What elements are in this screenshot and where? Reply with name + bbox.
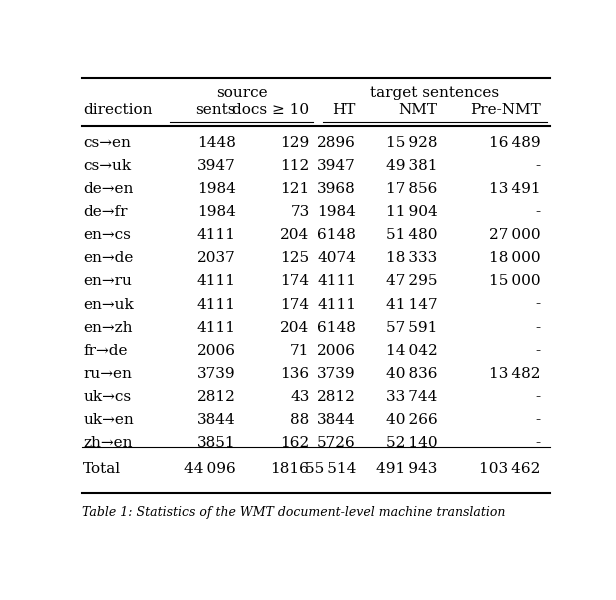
Text: 47 295: 47 295: [386, 274, 437, 289]
Text: 4111: 4111: [197, 274, 236, 289]
Text: docs ≥ 10: docs ≥ 10: [232, 103, 309, 118]
Text: 112: 112: [280, 159, 309, 173]
Text: 3739: 3739: [317, 367, 356, 381]
Text: -: -: [535, 298, 540, 311]
Text: en→de: en→de: [83, 251, 134, 265]
Text: 136: 136: [280, 367, 309, 381]
Text: -: -: [535, 390, 540, 404]
Text: 5726: 5726: [317, 436, 356, 450]
Text: 40 836: 40 836: [386, 367, 437, 381]
Text: -: -: [535, 205, 540, 219]
Text: source: source: [216, 86, 267, 100]
Text: 129: 129: [280, 136, 309, 150]
Text: -: -: [535, 320, 540, 335]
Text: Pre-NMT: Pre-NMT: [469, 103, 540, 118]
Text: 11 904: 11 904: [386, 205, 437, 219]
Text: 44 096: 44 096: [184, 461, 236, 476]
Text: 73: 73: [290, 205, 309, 219]
Text: en→ru: en→ru: [83, 274, 132, 289]
Text: uk→en: uk→en: [83, 413, 134, 427]
Text: 1984: 1984: [197, 182, 236, 196]
Text: 6148: 6148: [317, 228, 356, 242]
Text: 6148: 6148: [317, 320, 356, 335]
Text: 71: 71: [290, 344, 309, 358]
Text: 88: 88: [290, 413, 309, 427]
Text: 3851: 3851: [197, 436, 236, 450]
Text: 125: 125: [280, 251, 309, 265]
Text: 4111: 4111: [317, 298, 356, 311]
Text: 1984: 1984: [197, 205, 236, 219]
Text: zh→en: zh→en: [83, 436, 132, 450]
Text: 121: 121: [280, 182, 309, 196]
Text: 2037: 2037: [197, 251, 236, 265]
Text: 3844: 3844: [197, 413, 236, 427]
Text: 4074: 4074: [317, 251, 356, 265]
Text: 41 147: 41 147: [386, 298, 437, 311]
Text: 2812: 2812: [317, 390, 356, 404]
Text: NMT: NMT: [399, 103, 437, 118]
Text: 16 489: 16 489: [489, 136, 540, 150]
Text: 103 462: 103 462: [479, 461, 540, 476]
Text: -: -: [535, 344, 540, 358]
Text: 43: 43: [290, 390, 309, 404]
Text: 1448: 1448: [197, 136, 236, 150]
Text: 15 928: 15 928: [386, 136, 437, 150]
Text: 4111: 4111: [197, 320, 236, 335]
Text: 4111: 4111: [197, 228, 236, 242]
Text: 3947: 3947: [197, 159, 236, 173]
Text: 52 140: 52 140: [386, 436, 437, 450]
Text: de→en: de→en: [83, 182, 134, 196]
Text: 2896: 2896: [317, 136, 356, 150]
Text: 3947: 3947: [317, 159, 356, 173]
Text: 49 381: 49 381: [386, 159, 437, 173]
Text: Total: Total: [83, 461, 121, 476]
Text: 2812: 2812: [197, 390, 236, 404]
Text: 2006: 2006: [197, 344, 236, 358]
Text: -: -: [535, 436, 540, 450]
Text: 57 591: 57 591: [386, 320, 437, 335]
Text: 491 943: 491 943: [376, 461, 437, 476]
Text: direction: direction: [83, 103, 153, 118]
Text: 13 491: 13 491: [489, 182, 540, 196]
Text: 17 856: 17 856: [386, 182, 437, 196]
Text: 1816: 1816: [270, 461, 309, 476]
Text: target sentences: target sentences: [370, 86, 500, 100]
Text: 3968: 3968: [317, 182, 356, 196]
Text: de→fr: de→fr: [83, 205, 128, 219]
Text: 174: 174: [280, 298, 309, 311]
Text: 204: 204: [280, 228, 309, 242]
Text: 18 000: 18 000: [489, 251, 540, 265]
Text: 13 482: 13 482: [489, 367, 540, 381]
Text: 162: 162: [280, 436, 309, 450]
Text: 3739: 3739: [197, 367, 236, 381]
Text: 18 333: 18 333: [386, 251, 437, 265]
Text: Table 1: Statistics of the WMT document-level machine translation: Table 1: Statistics of the WMT document-…: [82, 506, 505, 519]
Text: en→cs: en→cs: [83, 228, 131, 242]
Text: 33 744: 33 744: [386, 390, 437, 404]
Text: ru→en: ru→en: [83, 367, 132, 381]
Text: 3844: 3844: [317, 413, 356, 427]
Text: 55 514: 55 514: [305, 461, 356, 476]
Text: 1984: 1984: [317, 205, 356, 219]
Text: fr→de: fr→de: [83, 344, 128, 358]
Text: 40 266: 40 266: [386, 413, 437, 427]
Text: cs→uk: cs→uk: [83, 159, 131, 173]
Text: 51 480: 51 480: [386, 228, 437, 242]
Text: 15 000: 15 000: [489, 274, 540, 289]
Text: uk→cs: uk→cs: [83, 390, 131, 404]
Text: 14 042: 14 042: [386, 344, 437, 358]
Text: sents: sents: [195, 103, 236, 118]
Text: 4111: 4111: [197, 298, 236, 311]
Text: en→uk: en→uk: [83, 298, 134, 311]
Text: 4111: 4111: [317, 274, 356, 289]
Text: -: -: [535, 159, 540, 173]
Text: 204: 204: [280, 320, 309, 335]
Text: -: -: [535, 413, 540, 427]
Text: 2006: 2006: [317, 344, 356, 358]
Text: cs→en: cs→en: [83, 136, 131, 150]
Text: 27 000: 27 000: [489, 228, 540, 242]
Text: en→zh: en→zh: [83, 320, 132, 335]
Text: 174: 174: [280, 274, 309, 289]
Text: HT: HT: [333, 103, 356, 118]
